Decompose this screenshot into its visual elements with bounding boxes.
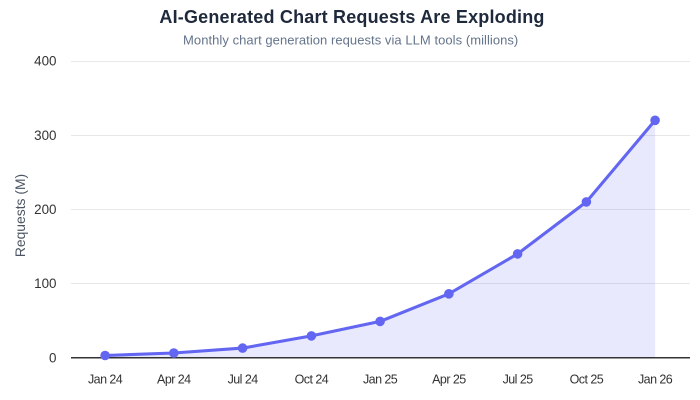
- svg-text:Monthly chart generation reque: Monthly chart generation requests via LL…: [183, 33, 518, 48]
- svg-text:Oct 25: Oct 25: [570, 373, 604, 387]
- svg-text:100: 100: [34, 276, 56, 291]
- svg-text:Oct 24: Oct 24: [295, 373, 329, 387]
- svg-text:Jul 24: Jul 24: [228, 373, 259, 387]
- svg-text:0: 0: [49, 350, 56, 365]
- svg-text:400: 400: [34, 54, 56, 69]
- svg-text:300: 300: [34, 128, 56, 143]
- svg-text:Jan 25: Jan 25: [363, 373, 398, 387]
- svg-text:Apr 25: Apr 25: [432, 373, 466, 387]
- svg-text:Apr 24: Apr 24: [157, 373, 191, 387]
- svg-text:Requests (M): Requests (M): [12, 174, 28, 257]
- svg-text:200: 200: [34, 202, 56, 217]
- svg-text:Jan 24: Jan 24: [88, 373, 123, 387]
- svg-text:AI-Generated Chart Requests Ar: AI-Generated Chart Requests Are Explodin…: [159, 7, 544, 27]
- svg-text:Jan 26: Jan 26: [638, 373, 673, 387]
- svg-text:Jul 25: Jul 25: [503, 373, 534, 387]
